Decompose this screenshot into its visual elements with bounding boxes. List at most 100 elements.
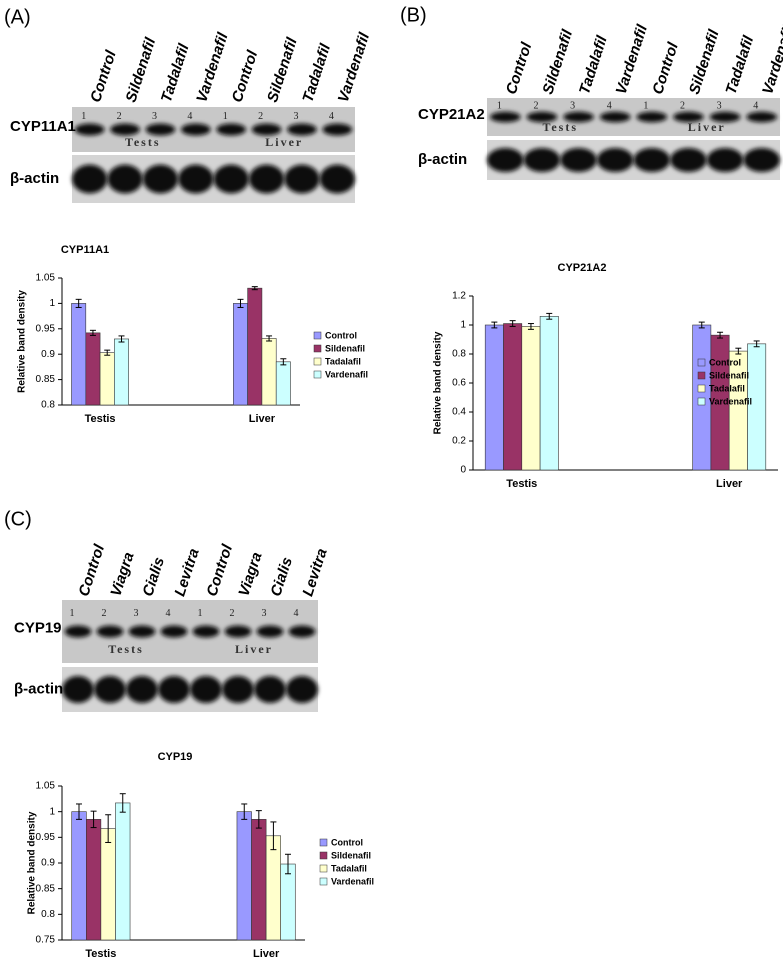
blot-band [64,625,92,638]
actin-band [319,164,355,194]
lane-number: 4 [187,111,192,122]
chart-title: CYP21A2 [558,262,607,274]
blot-band [110,123,140,136]
lane-number: 2 [102,608,107,619]
y-tick-label: 1 [49,806,55,817]
actin-band [190,676,222,703]
error-bar [270,821,277,851]
x-tick-label: Testis [85,948,116,957]
lane-number: 1 [70,608,75,619]
lane-label: Sildenafil [686,27,723,96]
blot-row-label: CYP11A1 [10,118,76,135]
legend-swatch [319,851,328,860]
blot-band [636,111,668,123]
x-tick-label: Liver [716,478,743,490]
y-tick-label: 1.2 [452,291,466,302]
legend-label: Sildenafil [325,343,365,353]
blot-band [192,625,220,638]
lane-label: Viagra [235,550,265,598]
error-bar [90,810,97,829]
lane-number: 1 [81,111,86,122]
error-bar [89,329,96,336]
lane-number: 4 [166,608,171,619]
lane-label: Tadalafil [722,33,757,96]
bar [236,811,252,941]
blot-row-label: β-actin [10,170,59,187]
x-tick-label: Liver [249,413,276,425]
legend-swatch [697,397,706,406]
group-label: Liver [688,120,726,134]
actin-band [72,164,108,194]
lane-label: Tadalafil [576,33,611,96]
error-bar [241,803,248,820]
y-axis-title: Relative band density [27,811,38,914]
error-bar [237,298,244,308]
actin-band [62,676,94,703]
lane-number: 2 [533,101,538,112]
bar [251,819,267,941]
blot-band [128,625,156,638]
actin-band [596,148,634,172]
legend-swatch [313,370,322,379]
bar [71,811,87,941]
y-tick-label: 0.95 [36,323,56,334]
legend-swatch [319,864,328,873]
bar [275,361,291,406]
actin-band [633,148,671,172]
error-bar [118,335,125,343]
legend-label: Control [331,837,363,847]
blot-band [96,625,124,638]
error-bar [105,814,112,843]
actin-band [142,164,179,194]
lane-label: Levitra [171,546,202,598]
actin-band [107,164,143,194]
lane-number: 1 [223,111,228,122]
y-tick-label: 0.2 [452,436,466,447]
legend-swatch [697,371,706,380]
y-tick-label: 0.8 [41,909,55,920]
y-tick-label: 0.85 [36,374,56,385]
lane-label: Control [229,48,262,105]
lane-number: 2 [230,608,235,619]
lane-label: Sildenafil [122,35,159,104]
group-label: Tests [108,642,144,656]
lane-number: 1 [198,608,203,619]
actin-band [213,164,249,194]
blot-row-label: β-actin [418,151,467,168]
chart-title: CYP19 [158,751,193,763]
lane-label: Control [75,542,108,599]
blot-band [746,111,778,123]
blot-band [563,111,594,123]
blot-band [160,625,188,638]
y-tick-label: 0.85 [36,883,56,894]
error-bar [255,810,262,829]
blot-band [489,111,521,123]
lane-number: 4 [753,101,758,112]
blot-band [322,123,353,136]
error-bar [491,321,498,329]
legend-label: Sildenafil [331,850,371,860]
lane-number: 3 [262,608,267,619]
error-bar [717,331,724,339]
x-tick-label: Testis [85,413,116,425]
legend-label: Vardenafil [325,369,368,379]
actin-band [286,676,318,703]
actin-band [487,148,524,172]
error-bar [546,312,553,320]
y-tick-label: 1.05 [36,781,56,792]
group-label: Liver [235,642,273,656]
legend-swatch [697,358,706,367]
y-tick-label: 0.95 [36,832,56,843]
y-axis-title: Relative band density [17,290,28,393]
y-tick-label: 0.6 [452,378,466,389]
lane-label: Cialis [267,555,296,598]
error-bar [284,853,291,875]
error-bar [266,335,273,342]
lane-number: 1 [643,101,648,112]
error-bar [119,793,126,813]
bar [265,835,281,941]
bar [280,863,296,941]
legend-label: Tadalafil [325,356,361,366]
y-tick-label: 0.9 [41,349,55,360]
